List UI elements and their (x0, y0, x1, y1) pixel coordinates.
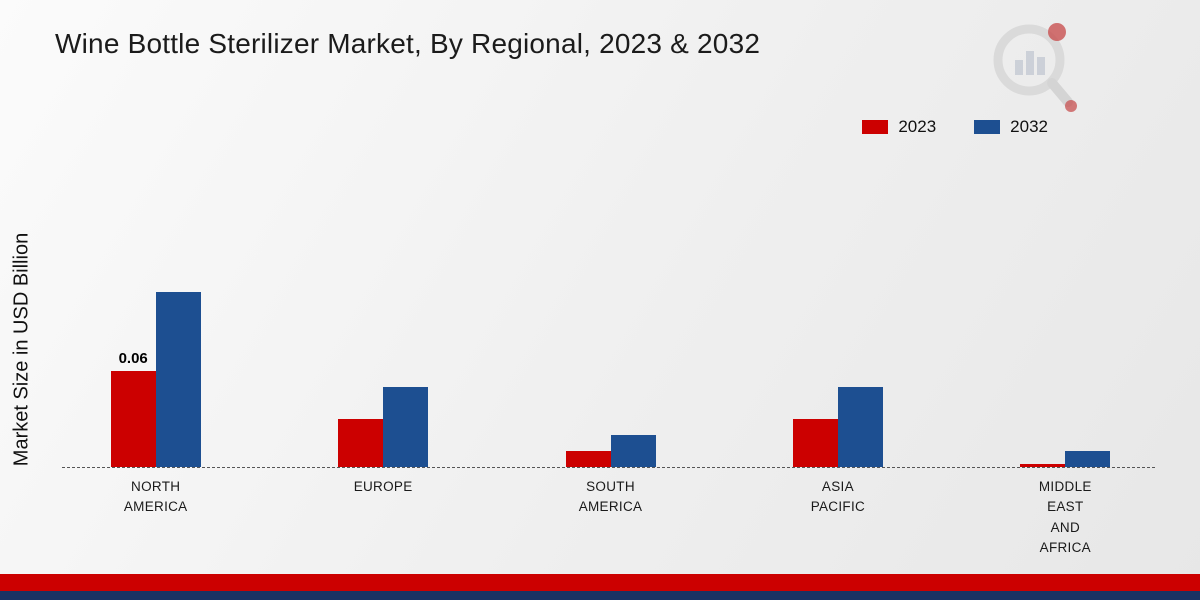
bar-2032-north-america (155, 292, 201, 467)
bar-2023-asia-pacific (792, 419, 838, 467)
x-axis-baseline (62, 467, 1155, 468)
bar-value-label-2023-north-america: 0.06 (118, 350, 148, 367)
category-label-asia-pacific: ASIA PACIFIC (810, 479, 866, 515)
bar-2023-middle-east-and-africa (1020, 464, 1066, 467)
plot-area: 0.06 NORTH AMERICA EUROPE SOUTH AMERICA ASIA PA… (42, 180, 1179, 555)
bar-2032-middle-east-and-africa (1065, 451, 1111, 467)
bar-2032-europe (383, 387, 429, 467)
category-label-europe: EUROPE (353, 479, 413, 494)
footer-navy-stripe (0, 591, 1200, 600)
category-label-middle-east-and-africa: MIDDLE EAST AND AFRICA (1038, 479, 1092, 555)
chart-title: Wine Bottle Sterilizer Market, By Region… (55, 28, 761, 59)
bar-2023-north-america (110, 371, 156, 467)
footer-red-stripe (0, 574, 1200, 591)
bar-2023-south-america (565, 451, 611, 467)
legend-swatch-2032-icon (974, 120, 1001, 134)
legend-swatch-2023-icon (862, 120, 889, 134)
legend-item-2023: 2023 (862, 117, 936, 137)
legend-label-2023: 2023 (898, 117, 937, 136)
legend: 2023 2032 (862, 117, 1048, 137)
category-label-south-america: SOUTH AMERICA (578, 479, 643, 515)
y-axis-label: Market Size in USD Billion (10, 232, 33, 467)
bar-2032-asia-pacific (837, 387, 883, 467)
category-label-north-america: NORTH AMERICA (123, 479, 188, 515)
legend-label-2032: 2032 (1010, 117, 1048, 136)
legend-item-2032: 2032 (974, 117, 1048, 137)
brand-logo-icon (993, 23, 1077, 112)
bar-2023-europe (338, 419, 384, 467)
bar-2032-south-america (610, 435, 656, 467)
